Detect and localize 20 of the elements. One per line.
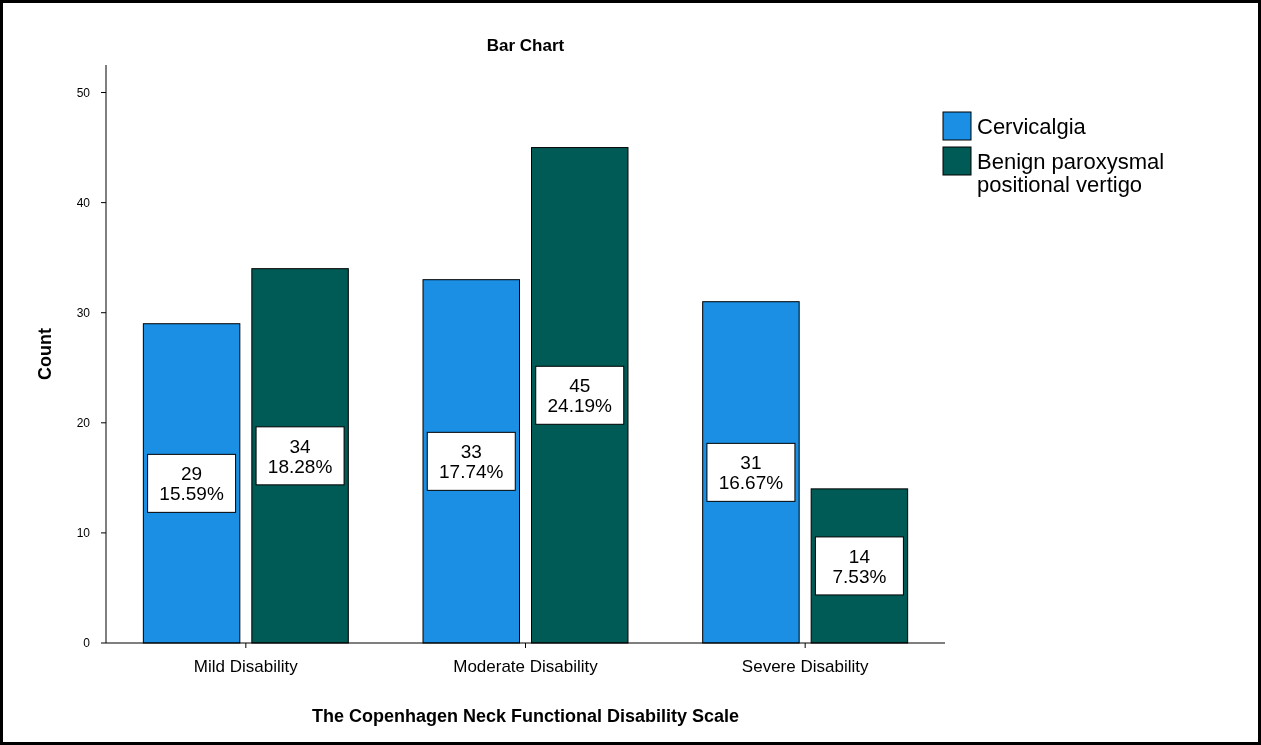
y-tick-label: 40 <box>76 195 91 210</box>
y-tick-label: 30 <box>76 305 91 320</box>
y-tick-label: 0 <box>83 636 91 650</box>
x-tick-label: Moderate Disability <box>453 656 599 676</box>
y-tick-label: 50 <box>76 85 91 100</box>
y-axis-title: Count <box>35 328 55 380</box>
data-label: 29 15.59% <box>159 462 224 504</box>
y-tick-label: 10 <box>76 525 91 540</box>
data-label: 34 18.28% <box>267 435 333 477</box>
legend-label: Cervicalgia <box>977 113 1087 139</box>
data-label: 45 24.19% <box>547 374 613 416</box>
data-label: 31 16.67% <box>718 451 784 493</box>
y-tick-label: 20 <box>76 415 91 430</box>
x-tick-label: Severe Disability <box>741 656 869 676</box>
data-label: 14 7.53% <box>832 545 887 587</box>
chart-title: Bar Chart <box>486 35 565 55</box>
data-label: 33 17.74% <box>439 440 504 482</box>
x-tick-label: Mild Disability <box>193 656 299 676</box>
legend-label: Benign paroxysmal positional vertigo <box>977 148 1165 197</box>
x-axis-title: The Copenhagen Neck Functional Disability Scale <box>311 706 740 726</box>
